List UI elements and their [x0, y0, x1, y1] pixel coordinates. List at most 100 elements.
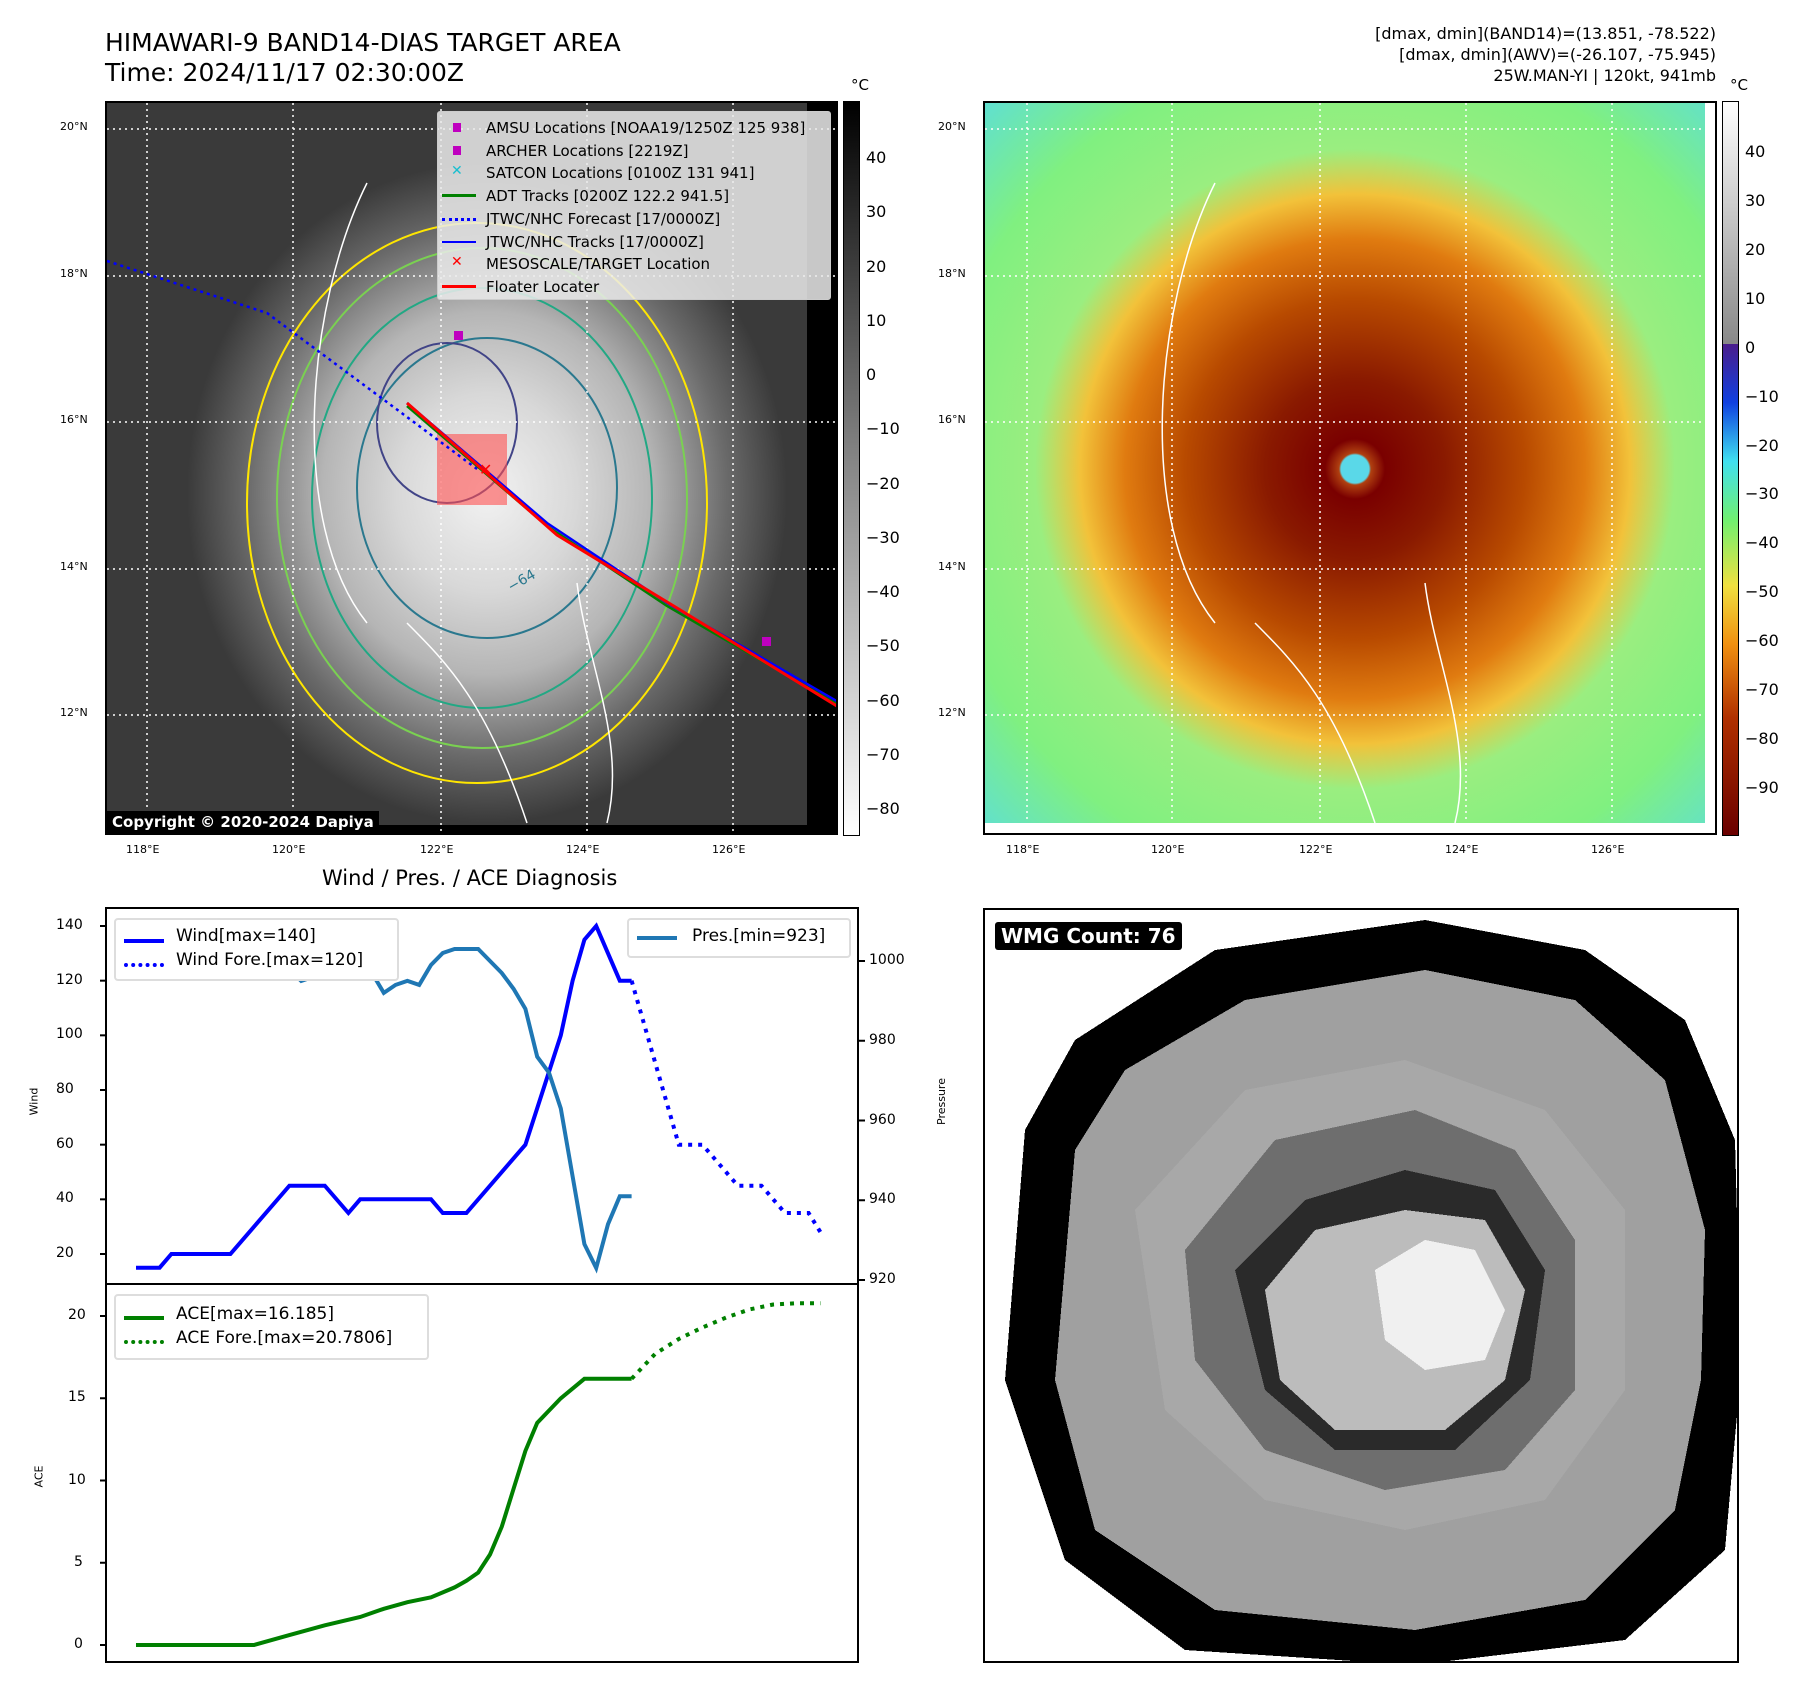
wind-tick-label: 140: [56, 917, 83, 933]
lon-label: 122°E: [420, 843, 454, 856]
lon-label: 120°E: [1151, 843, 1185, 856]
colorbar-tick: −40: [1745, 533, 1779, 553]
ace-tick-label: 5: [74, 1553, 83, 1570]
wmg-count: WMG Count: 76: [995, 922, 1182, 950]
legend-label: JTWC/NHC Forecast [17/0000Z]: [486, 209, 721, 228]
ace-tick-label: 10: [68, 1471, 86, 1488]
pressure-tick-label: 960: [869, 1111, 896, 1128]
forecast-track: [107, 259, 478, 471]
archer-marker: [454, 331, 463, 340]
colorbar-right: [1722, 101, 1739, 836]
colorbar-tick: −10: [1745, 386, 1779, 406]
legend-line-icon: [442, 284, 476, 288]
lat-label: 18°N: [938, 267, 966, 280]
wind-tick-label: 40: [56, 1190, 74, 1207]
colorbar-tick: −90: [1745, 778, 1779, 797]
figure-title: HIMAWARI-9 BAND14-DIAS TARGET AREA: [105, 28, 621, 57]
lat-label: 14°N: [60, 560, 88, 573]
ace-forecast-line: [630, 1301, 821, 1381]
ace-tick-label: 20: [68, 1307, 86, 1323]
colorbar-tick: 20: [866, 256, 887, 276]
pressure-tick-label: 1000: [869, 952, 905, 968]
colorbar-tick: −30: [1745, 484, 1779, 504]
lat-label: 12°N: [60, 706, 88, 719]
colorbar-tick: 40: [866, 148, 887, 167]
ace-legend: ACE[max=16.185] ACE Fore.[max=20.7806]: [114, 1294, 429, 1360]
figure-time: Time: 2024/11/17 02:30:00Z: [105, 58, 464, 87]
legend-item: Floater Locater: [438, 277, 828, 297]
lat-label: 16°N: [938, 413, 966, 426]
colorbar-tick: −40: [866, 582, 900, 601]
ace-tick-label: 15: [68, 1389, 86, 1406]
colorbar-left: [843, 101, 860, 836]
awv-overlay: [985, 103, 1715, 833]
colorbar-tick: −50: [866, 636, 900, 656]
amsu-marker: [762, 637, 771, 646]
legend-wind-fore: Wind Fore.[max=120]: [176, 950, 364, 970]
wmg-image: [985, 910, 1737, 1661]
legend-wind: Wind[max=140]: [176, 926, 316, 946]
colorbar-tick: −60: [866, 690, 900, 710]
wind-axis-label: Wind: [27, 1087, 41, 1116]
colorbar-right-unit: °C: [1730, 76, 1748, 94]
legend-item: JTWC/NHC Tracks [17/0000Z]: [438, 232, 828, 252]
colorbar-left-unit: °C: [851, 76, 869, 94]
legend-pres: Pres.[min=923]: [692, 926, 826, 946]
colorbar-tick: 0: [1745, 337, 1756, 357]
legend-ace-fore: ACE Fore.[max=20.7806]: [176, 1328, 393, 1348]
lon-label: 122°E: [1299, 843, 1333, 856]
lat-label: 20°N: [60, 120, 88, 133]
wmg-panel: WMG Count: 76: [983, 908, 1739, 1663]
colorbar-tick: −70: [1745, 680, 1779, 700]
colorbar-tick: −50: [1745, 582, 1779, 602]
legend-square-icon: [453, 123, 461, 132]
lat-label: 14°N: [938, 560, 966, 573]
diagnosis-title: Wind / Pres. / ACE Diagnosis: [322, 866, 618, 890]
legend-line-icon: [442, 194, 476, 198]
ace-tick-label: 0: [74, 1636, 83, 1652]
lon-label: 124°E: [1445, 843, 1479, 856]
legend-item: ✕ MESOSCALE/TARGET Location: [438, 254, 828, 274]
legend-x-icon: ✕: [451, 163, 463, 180]
legend-item: AMSU Locations [NOAA19/1250Z 125 938]: [438, 118, 828, 138]
pressure-tick-label: 980: [869, 1031, 896, 1048]
pressure-axis-label: Pressure: [934, 1078, 948, 1125]
colorbar-tick: 40: [1745, 142, 1766, 161]
lon-label: 118°E: [1006, 843, 1040, 856]
copyright: Copyright © 2020-2024 Dapiya: [107, 811, 379, 833]
colorbar-tick: −70: [866, 744, 900, 764]
target-area-box: [437, 434, 507, 505]
legend-label: SATCON Locations [0100Z 131 941]: [486, 164, 755, 183]
lon-label: 126°E: [712, 843, 746, 856]
pressure-tick-label: 940: [869, 1191, 896, 1208]
colorbar-tick: −30: [866, 527, 900, 547]
awv-map: [983, 101, 1717, 835]
legend-label: Floater Locater: [486, 277, 600, 296]
legend-marker-icon: [442, 240, 476, 243]
pressure-legend: Pres.[min=923]: [627, 918, 851, 958]
target-marker: ✕: [479, 460, 492, 479]
legend-label: JTWC/NHC Tracks [17/0000Z]: [486, 232, 704, 251]
legend-label: ADT Tracks [0200Z 122.2 941.5]: [486, 187, 730, 206]
lon-label: 126°E: [1591, 843, 1625, 856]
colorbar-tick: −60: [1745, 631, 1779, 651]
ace-line: [136, 1376, 632, 1647]
lon-label: 120°E: [272, 843, 306, 856]
legend-item: ADT Tracks [0200Z 122.2 941.5]: [438, 186, 828, 206]
colorbar-tick: 30: [866, 202, 887, 222]
pressure-tick-label: 920: [869, 1271, 896, 1287]
legend-label: AMSU Locations [NOAA19/1250Z 125 938]: [486, 119, 806, 137]
lat-label: 18°N: [60, 267, 88, 280]
floater-track: [406, 401, 836, 708]
colorbar-tick: 30: [1745, 190, 1766, 210]
colorbar-tick: 10: [1745, 288, 1766, 308]
colorbar-tick: −80: [1745, 729, 1779, 749]
legend-ace: ACE[max=16.185]: [176, 1304, 334, 1324]
band14-map: ✕ −64 AMSU Locations [NOAA19/1250Z 125 9…: [105, 101, 838, 835]
legend-label: ARCHER Locations [2219Z]: [486, 141, 689, 160]
lat-label: 12°N: [938, 706, 966, 719]
legend-label: MESOSCALE/TARGET Location: [486, 255, 711, 274]
wind-tick-label: 120: [56, 971, 83, 988]
colorbar-tick: −20: [1745, 435, 1779, 455]
